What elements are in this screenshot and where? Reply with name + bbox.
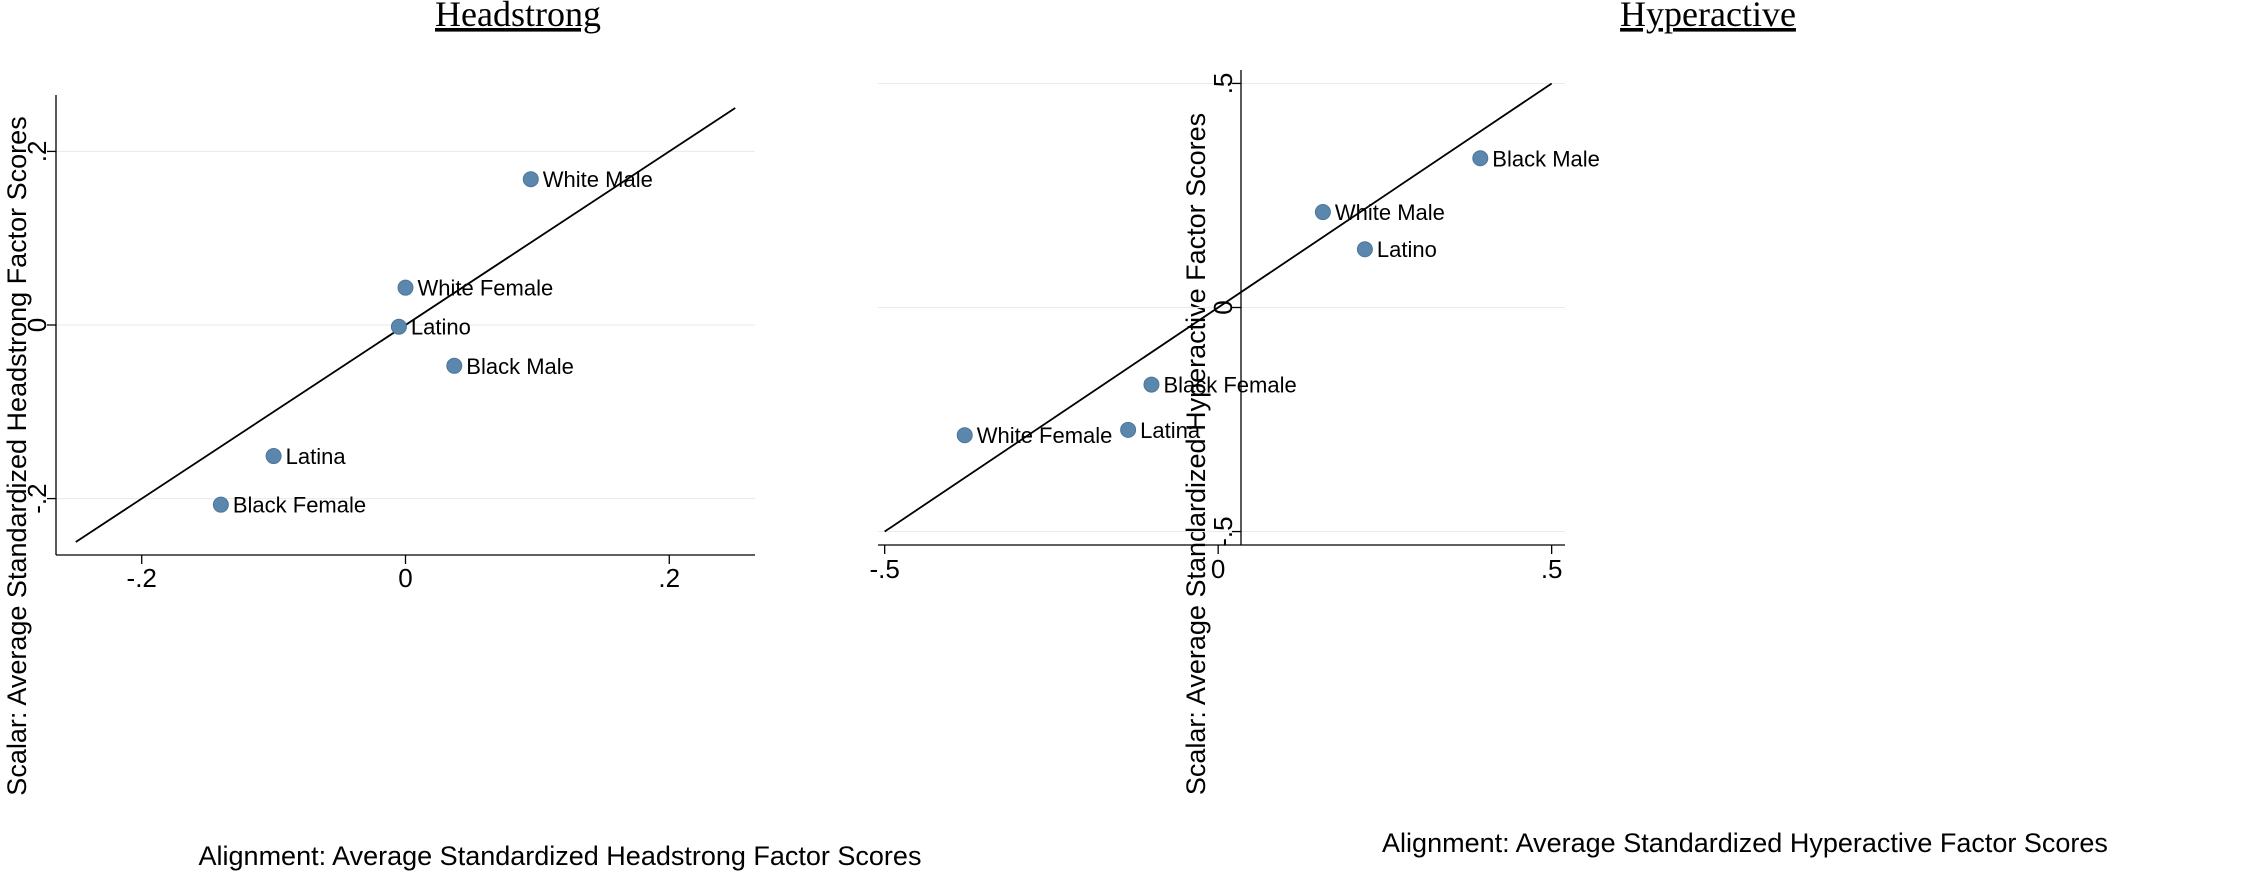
data-point-label: White Male [1335,200,1445,225]
data-point [1356,241,1373,258]
data-point [1143,376,1160,393]
data-point-label: White Female [977,423,1113,448]
x-tick-label: -.5 [869,554,899,584]
x-tick-label: .5 [1541,554,1563,584]
x-axis-label: Alignment: Average Standardized Headstro… [199,841,922,871]
data-point [1314,204,1331,221]
y-axis-label: Scalar: Average Standardized Headstrong … [2,116,32,795]
x-tick-label: -.2 [127,563,157,593]
data-point [397,279,414,296]
data-point-label: Black Male [466,354,574,379]
data-point-label: Latina [286,444,347,469]
data-point-label: White Female [418,276,554,301]
data-point [446,357,463,374]
y-axis-label: Scalar: Average Standardized Hyperactive… [1181,113,1211,795]
headstrong-chart: Headstrong Alignment: Average Standardiz… [2,0,921,871]
y-tick-label: 0 [1208,300,1238,314]
x-tick-label: 0 [398,563,412,593]
x-tick-label: .2 [658,563,680,593]
data-point [265,448,282,465]
x-tick-label: 0 [1211,554,1225,584]
data-point [390,318,407,335]
x-axis-label: Alignment: Average Standardized Hyperact… [1382,828,2108,858]
data-point [212,496,229,513]
data-point-label: Black Male [1492,146,1600,171]
y-tick-label: 0 [22,318,52,332]
reference-line [884,82,1553,533]
data-point [522,171,539,188]
data-point-label: Latino [411,315,471,340]
y-tick-label: .2 [22,141,52,163]
data-point [1120,421,1137,438]
data-point-label: Latino [1377,237,1437,262]
data-point [956,427,973,444]
chart-title: Hyperactive [1620,0,1796,34]
data-point [1472,150,1489,167]
data-point-label: Latina [1140,418,1201,443]
chart-title: Headstrong [435,0,601,34]
y-tick-label: .5 [1208,73,1238,95]
hyperactive-chart: Hyperactive Alignment: Average Standardi… [869,0,2107,858]
data-point-label: Black Female [233,493,366,518]
y-tick-label: -.2 [22,483,52,513]
data-point-label: Black Female [1163,373,1296,398]
y-tick-label: -.5 [1208,516,1238,546]
data-point-label: White Male [543,167,653,192]
